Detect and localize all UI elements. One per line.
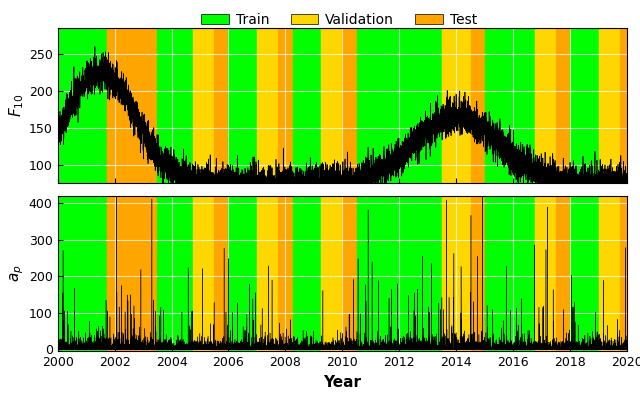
Bar <box>556 28 570 183</box>
Bar <box>599 28 620 183</box>
Bar <box>292 196 321 351</box>
Bar <box>193 196 214 351</box>
Bar <box>193 28 214 183</box>
Bar <box>620 196 627 351</box>
Bar <box>570 28 599 183</box>
Bar <box>228 28 257 183</box>
Bar <box>442 196 470 351</box>
Bar <box>157 196 193 351</box>
Y-axis label: $a_p$: $a_p$ <box>8 265 26 282</box>
Bar <box>278 28 292 183</box>
Bar <box>214 196 228 351</box>
Bar <box>485 196 534 351</box>
Bar <box>108 196 157 351</box>
Y-axis label: $F_{10}$: $F_{10}$ <box>8 94 26 117</box>
Bar <box>485 28 534 183</box>
Bar <box>534 196 556 351</box>
Bar <box>321 28 342 183</box>
Bar <box>534 28 556 183</box>
Bar <box>157 28 193 183</box>
Bar <box>58 196 108 351</box>
Bar <box>470 196 485 351</box>
Bar <box>356 28 442 183</box>
Bar <box>257 28 278 183</box>
Bar <box>257 196 278 351</box>
Bar <box>278 196 292 351</box>
X-axis label: Year: Year <box>323 375 362 389</box>
Bar <box>228 196 257 351</box>
Bar <box>292 28 321 183</box>
Legend: Train, Validation, Test: Train, Validation, Test <box>196 7 483 32</box>
Bar <box>108 28 157 183</box>
Bar <box>470 28 485 183</box>
Bar <box>442 28 470 183</box>
Bar <box>356 196 442 351</box>
Bar <box>342 196 356 351</box>
Bar <box>556 196 570 351</box>
Bar <box>342 28 356 183</box>
Bar <box>599 196 620 351</box>
Bar <box>58 28 108 183</box>
Bar <box>570 196 599 351</box>
Bar <box>620 28 627 183</box>
Bar <box>214 28 228 183</box>
Bar <box>321 196 342 351</box>
